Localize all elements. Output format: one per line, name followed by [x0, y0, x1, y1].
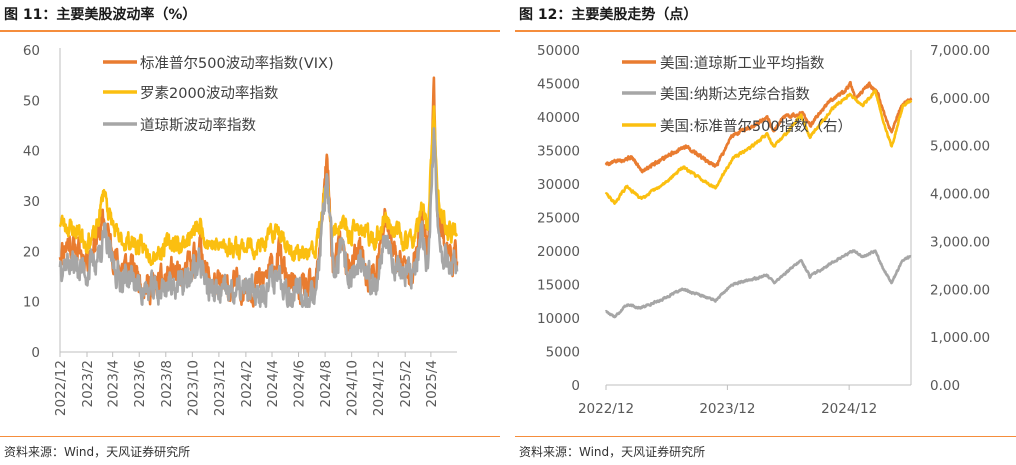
y-tick-label: 20	[23, 244, 40, 260]
vol-chart-panel: 图 11：主要美股波动率（%） 0 10 20 30 40 50 60 2022/12 2023…	[0, 0, 500, 465]
footer-rule	[515, 436, 1016, 437]
y-tick-label: 30	[23, 194, 40, 210]
footer-rule	[0, 436, 500, 437]
y-tick-label: 10000	[537, 311, 580, 327]
x-tick-label: 2025/2	[398, 360, 414, 408]
y-tick-label: 20000	[537, 244, 580, 260]
x-tick-label: 2023/12	[699, 401, 755, 417]
title-rule	[0, 30, 500, 32]
source-note: 资料来源：Wind，天风证券研究所	[4, 445, 191, 459]
x-tick-label: 2023/2	[80, 360, 96, 408]
y-tick-label: 40000	[537, 110, 580, 126]
y2-tick-label: 5,000.00	[930, 139, 990, 155]
y-tick-label: 10	[23, 295, 40, 311]
series-line	[604, 89, 913, 205]
y2-tick-label: 1,000.00	[930, 330, 990, 346]
x-tick-label: 2025/4	[424, 360, 440, 408]
x-tick-label: 2024/4	[265, 360, 281, 408]
index-chart: 0 5000 10000 15000 20000 25000 30000 35000 40000…	[537, 43, 990, 417]
y2-tick-label: 4,000.00	[930, 187, 990, 203]
y2-tick-label: 3,000.00	[930, 234, 990, 250]
source-note: 资料来源：Wind，天风证券研究所	[519, 445, 706, 459]
y2-tick-label: 0.00	[930, 378, 960, 394]
y-tick-label: 5000	[546, 345, 580, 361]
title-rule	[515, 30, 1016, 32]
y2-tick-label: 7,000.00	[930, 43, 990, 59]
y-tick-label: 50000	[537, 43, 580, 59]
y-tick-label: 30000	[537, 177, 580, 193]
series-line	[604, 249, 912, 319]
legend-label: 美国:标准普尔500指数（右）	[660, 118, 852, 135]
x-tick-label: 2023/8	[159, 360, 175, 408]
legend-label: 美国:纳斯达克综合指数	[660, 86, 810, 103]
legend-label: 美国:道琼斯工业平均指数	[660, 55, 825, 72]
series-line	[58, 127, 459, 308]
x-tick-label: 2023/12	[212, 360, 228, 416]
vol-chart: 0 10 20 30 40 50 60 2022/12 2023/2 2023/4 2023/6 20…	[23, 43, 459, 416]
y-tick-label: 0	[31, 345, 40, 361]
x-tick-label: 2023/4	[106, 360, 122, 408]
y-tick-label: 15000	[537, 278, 580, 294]
x-tick-label: 2024/8	[318, 360, 334, 408]
x-tick-label: 2022/12	[578, 401, 634, 417]
chart-title: 图 11：主要美股波动率（%）	[4, 7, 197, 23]
series-line	[604, 80, 913, 174]
y-tick-label: 25000	[537, 211, 580, 227]
x-tick-label: 2024/10	[345, 360, 361, 416]
x-tick-label: 2024/2	[239, 360, 255, 408]
legend-label: 罗素2000波动率指数	[140, 85, 279, 102]
index-chart-panel: 图 12：主要美股走势（点） 0 5000 10000 15000 20000 25000…	[515, 0, 1016, 465]
y-tick-label: 50	[23, 93, 40, 109]
x-tick-label: 2024/6	[292, 360, 308, 408]
chart-title: 图 12：主要美股走势（点）	[519, 7, 698, 23]
y-tick-label: 35000	[537, 144, 580, 160]
x-tick-label: 2023/6	[132, 360, 148, 408]
y-tick-label: 40	[23, 144, 40, 160]
y-tick-label: 0	[571, 378, 580, 394]
series-line	[58, 105, 459, 267]
legend-label: 道琼斯波动率指数	[140, 117, 256, 134]
y2-tick-label: 2,000.00	[930, 282, 990, 298]
legend-label: 标准普尔500波动率指数(VIX)	[140, 55, 334, 72]
x-tick-label: 2023/10	[185, 360, 201, 416]
x-tick-label: 2022/12	[53, 360, 69, 416]
y2-tick-label: 6,000.00	[930, 91, 990, 107]
x-tick-label: 2024/12	[371, 360, 387, 416]
y-tick-label: 45000	[537, 77, 580, 93]
y-tick-label: 60	[23, 43, 40, 59]
x-tick-label: 2024/12	[821, 401, 877, 417]
